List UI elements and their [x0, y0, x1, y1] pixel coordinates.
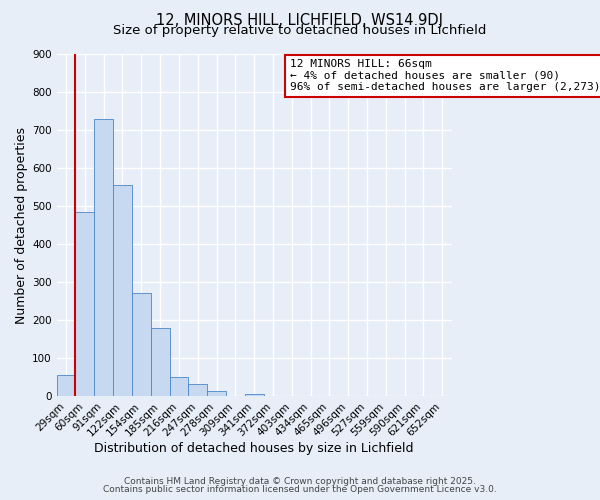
Bar	[170, 377, 188, 396]
Bar	[76, 212, 94, 396]
Bar	[245, 394, 263, 396]
Text: 12 MINORS HILL: 66sqm
← 4% of detached houses are smaller (90)
96% of semi-detac: 12 MINORS HILL: 66sqm ← 4% of detached h…	[290, 59, 600, 92]
Text: Size of property relative to detached houses in Lichfield: Size of property relative to detached ho…	[113, 24, 487, 37]
Bar	[56, 375, 76, 396]
Bar	[113, 185, 132, 396]
Text: 12, MINORS HILL, LICHFIELD, WS14 9DJ: 12, MINORS HILL, LICHFIELD, WS14 9DJ	[157, 12, 443, 28]
X-axis label: Distribution of detached houses by size in Lichfield: Distribution of detached houses by size …	[94, 442, 414, 455]
Bar	[207, 391, 226, 396]
Bar	[188, 384, 207, 396]
Text: Contains public sector information licensed under the Open Government Licence v3: Contains public sector information licen…	[103, 485, 497, 494]
Bar	[132, 294, 151, 396]
Text: Contains HM Land Registry data © Crown copyright and database right 2025.: Contains HM Land Registry data © Crown c…	[124, 477, 476, 486]
Y-axis label: Number of detached properties: Number of detached properties	[15, 126, 28, 324]
Bar	[94, 118, 113, 396]
Bar	[151, 328, 170, 396]
